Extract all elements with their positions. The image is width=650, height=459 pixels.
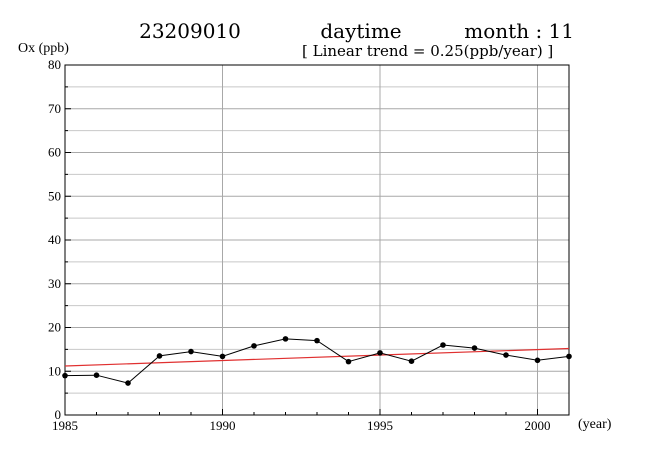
period-label: daytime [320,19,401,43]
data-point [251,343,257,349]
data-point [62,372,68,379]
data-point [377,350,383,356]
x-tick-label: 1985 [52,418,78,433]
x-tick-label: 1995 [367,418,393,433]
y-tick-label: 40 [48,232,61,247]
data-point [125,380,131,386]
data-point [282,336,289,342]
y-tick-label: 80 [48,57,61,72]
x-tick-label: 2000 [525,418,551,433]
data-point [93,372,100,378]
data-point [314,337,320,344]
y-tick-label: 10 [48,363,61,378]
y-axis-label: Ox (ppb) [18,41,69,56]
data-point [156,353,163,359]
data-point [534,357,541,364]
y-tick-label: 50 [48,188,61,203]
x-tick-label: 1990 [210,418,236,433]
tick-labels: 0 10 20 30 40 50 60 70 80 1985 1990 1995 2000 [48,57,551,433]
data-point [440,342,446,348]
station-code: 23209010 [139,19,241,43]
data-point [188,348,194,355]
month-label: month : 11 [464,19,574,43]
data-point [345,358,352,365]
y-tick-label: 60 [48,145,61,160]
y-tick-label: 20 [48,320,61,335]
data-point [471,345,478,351]
x-axis-label: (year) [578,417,612,432]
data-point [219,353,226,360]
data-point [566,353,572,360]
data-point [408,358,415,364]
trend-annotation: [ Linear trend = 0.25(ppb/year) ] [302,42,553,60]
y-tick-label: 70 [48,101,61,116]
y-tick-label: 30 [48,276,61,291]
data-point [503,352,509,358]
trend-line-group [64,347,570,367]
linear-trend-line [64,347,570,367]
y-tick-label: 0 [55,407,62,422]
grid [65,65,569,415]
axes [64,64,570,416]
series-line [64,338,570,384]
data-series [62,336,572,386]
